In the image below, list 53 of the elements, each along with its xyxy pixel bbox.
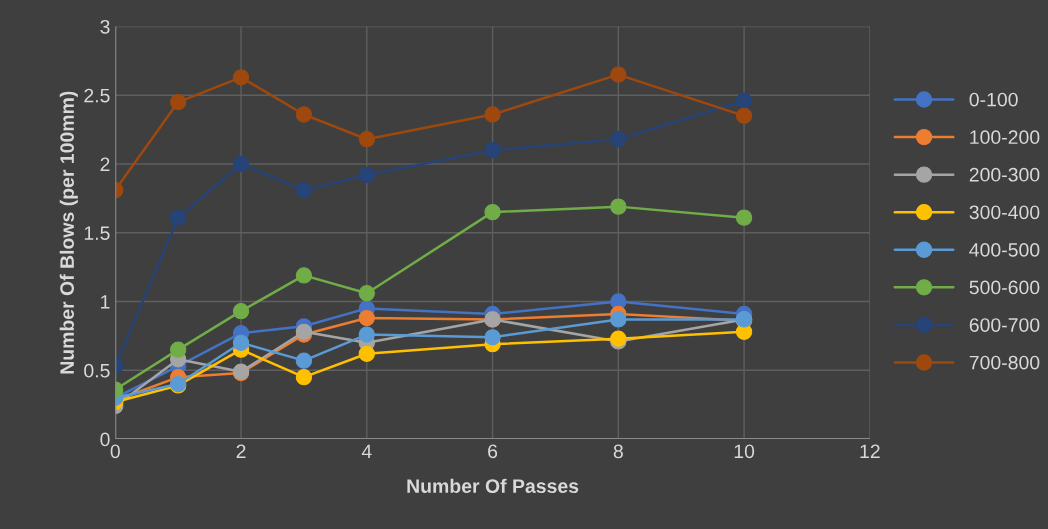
legend-label: 200-300: [969, 167, 1040, 182]
point: [358, 345, 375, 362]
point: [610, 66, 627, 83]
point: [232, 69, 250, 86]
legend-label: 300-400: [969, 205, 1040, 220]
y-axis-title: Number Of Blows (per 100mm): [59, 91, 78, 374]
legend-label: 700-800: [969, 355, 1040, 370]
x-tick-label: 2: [236, 444, 246, 459]
point: [232, 155, 250, 173]
legend-label: 0-100: [969, 92, 1018, 107]
y-tick-label: 2.5: [84, 88, 110, 103]
legend-label: 400-500: [969, 243, 1040, 257]
x-tick-label: 4: [361, 444, 372, 459]
point: [232, 334, 250, 351]
point: [484, 203, 501, 221]
point: [735, 107, 753, 125]
point: [610, 198, 627, 215]
point: [358, 131, 375, 148]
y-tick-label: 0: [100, 432, 110, 447]
point: [295, 352, 313, 369]
x-tick-label: 12: [860, 444, 880, 459]
point: [735, 92, 753, 109]
point: [358, 309, 375, 327]
legend-label: 500-600: [969, 280, 1040, 295]
point: [484, 106, 501, 123]
x-tick-label: 8: [613, 444, 623, 459]
point: [170, 209, 187, 226]
point: [610, 131, 627, 148]
point: [358, 166, 375, 184]
point: [484, 329, 501, 346]
x-tick-label: 6: [488, 444, 498, 459]
point: [358, 326, 375, 343]
x-tick-label: 0: [110, 444, 120, 459]
point: [358, 285, 375, 302]
point: [484, 142, 501, 159]
y-tick-label: 2: [100, 157, 110, 172]
y-tick-label: 0.5: [84, 363, 110, 378]
point: [295, 369, 313, 386]
x-tick-label: 10: [734, 444, 755, 459]
point: [295, 106, 313, 123]
y-tick-label: 1: [101, 295, 110, 309]
y-tick-label: 1.5: [84, 226, 110, 240]
x-axis-title: Number Of Passes: [407, 478, 579, 494]
legend-label: 100-200: [970, 130, 1040, 145]
legend-label: 600-700: [969, 318, 1040, 332]
point: [295, 267, 313, 284]
point: [610, 311, 627, 328]
point: [295, 181, 313, 199]
point: [232, 303, 250, 320]
y-tick-label: 3: [100, 19, 110, 34]
point: [170, 341, 187, 358]
point: [170, 93, 187, 111]
point: [735, 209, 753, 226]
